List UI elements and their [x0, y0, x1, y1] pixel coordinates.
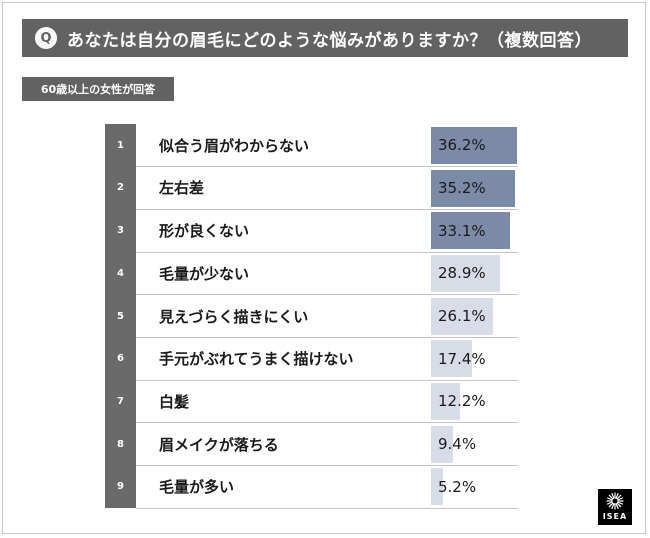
row-divider	[136, 294, 518, 296]
category-label: 似合う眉がわからない	[159, 136, 310, 155]
row-divider	[136, 379, 518, 381]
value-label: 9.4%	[438, 435, 477, 454]
bar-chart: 1 似合う眉がわからない 36.2% 2 左右差 35.2% 3 形が良くない 33.1% 4 毛量…	[105, 124, 518, 509]
sunburst-icon	[606, 492, 624, 510]
row-divider	[136, 208, 518, 210]
category-label: 見えづらく描きにくい	[159, 307, 309, 326]
bar	[431, 212, 510, 250]
respondent-badge: 60歳以上の女性が回答	[22, 77, 174, 101]
row-divider	[136, 336, 518, 338]
row-divider	[136, 251, 518, 253]
bar	[431, 169, 515, 207]
bar	[431, 126, 517, 164]
value-label: 28.9%	[438, 264, 486, 283]
value-label: 26.1%	[438, 307, 486, 325]
bar	[431, 468, 444, 506]
value-label: 35.2%	[438, 178, 486, 197]
category-label: 左右差	[159, 179, 205, 198]
question-marker: Q	[35, 27, 57, 49]
rank-number: 4	[117, 267, 124, 279]
question-header: Q あなたは自分の眉毛にどのような悩みがありますか？（複数回答）	[22, 19, 628, 57]
bar	[431, 425, 454, 463]
isea-logo: ISEA	[598, 489, 632, 525]
rank-number: 9	[117, 481, 124, 493]
bar	[431, 254, 500, 292]
rank-number: 2	[117, 182, 124, 194]
rank-number: 6	[117, 353, 124, 365]
category-label: 形が良くない	[159, 222, 250, 241]
value-label: 36.2%	[438, 136, 486, 155]
row-divider	[136, 507, 518, 509]
row-divider	[136, 422, 518, 424]
rank-number: 5	[117, 310, 124, 322]
category-label: 眉メイクが落ちる	[159, 435, 279, 454]
category-label: 毛量が多い	[159, 478, 235, 497]
bar	[431, 340, 473, 378]
bar	[431, 297, 493, 335]
value-label: 12.2%	[438, 392, 486, 411]
rank-number: 7	[117, 395, 124, 407]
row-divider	[136, 464, 518, 466]
rank-number: 1	[117, 139, 124, 151]
rank-column	[105, 124, 136, 508]
rank-number: 3	[117, 225, 124, 237]
value-label: 17.4%	[438, 349, 486, 368]
category-label: 白髪	[159, 392, 190, 411]
value-label: 5.2%	[438, 477, 477, 496]
row-divider	[136, 166, 518, 168]
question-text: あなたは自分の眉毛にどのような悩みがありますか？（複数回答）	[67, 30, 592, 51]
bar	[431, 382, 460, 420]
category-label: 手元がぶれてうまく描けない	[159, 350, 354, 369]
category-label: 毛量が少ない	[159, 264, 250, 283]
logo-text: ISEA	[602, 512, 628, 521]
rank-number: 8	[117, 438, 124, 450]
value-label: 33.1%	[438, 221, 486, 240]
